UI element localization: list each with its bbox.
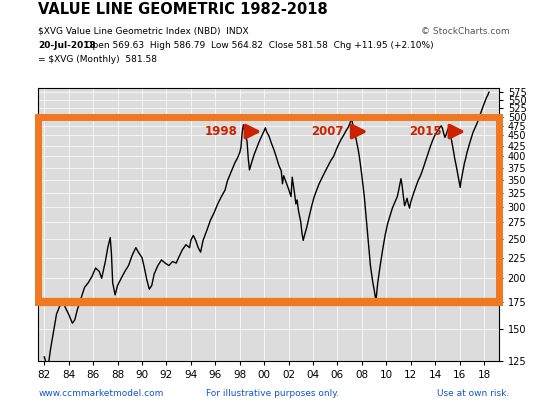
Text: $XVG Value Line Geometric Index (NBD)  INDX: $XVG Value Line Geometric Index (NBD) IN… <box>38 27 249 35</box>
Text: For illustrative purposes only.: For illustrative purposes only. <box>206 389 339 398</box>
Bar <box>38 117 499 302</box>
Text: 2015: 2015 <box>409 125 441 138</box>
Text: VALUE LINE GEOMETRIC 1982-2018: VALUE LINE GEOMETRIC 1982-2018 <box>38 2 328 17</box>
Text: 20-Jul-2018: 20-Jul-2018 <box>38 41 96 50</box>
Text: 2007: 2007 <box>311 125 343 138</box>
Text: Use at own risk.: Use at own risk. <box>437 389 510 398</box>
Text: 1998: 1998 <box>204 125 237 138</box>
Text: www.ccmmarketmodel.com: www.ccmmarketmodel.com <box>38 389 164 398</box>
Text: © StockCharts.com: © StockCharts.com <box>421 27 510 35</box>
Text: = $XVG (Monthly)  581.58: = $XVG (Monthly) 581.58 <box>38 55 157 64</box>
Text: Open 569.63  High 586.79  Low 564.82  Close 581.58  Chg +11.95 (+2.10%): Open 569.63 High 586.79 Low 564.82 Close… <box>74 41 433 50</box>
